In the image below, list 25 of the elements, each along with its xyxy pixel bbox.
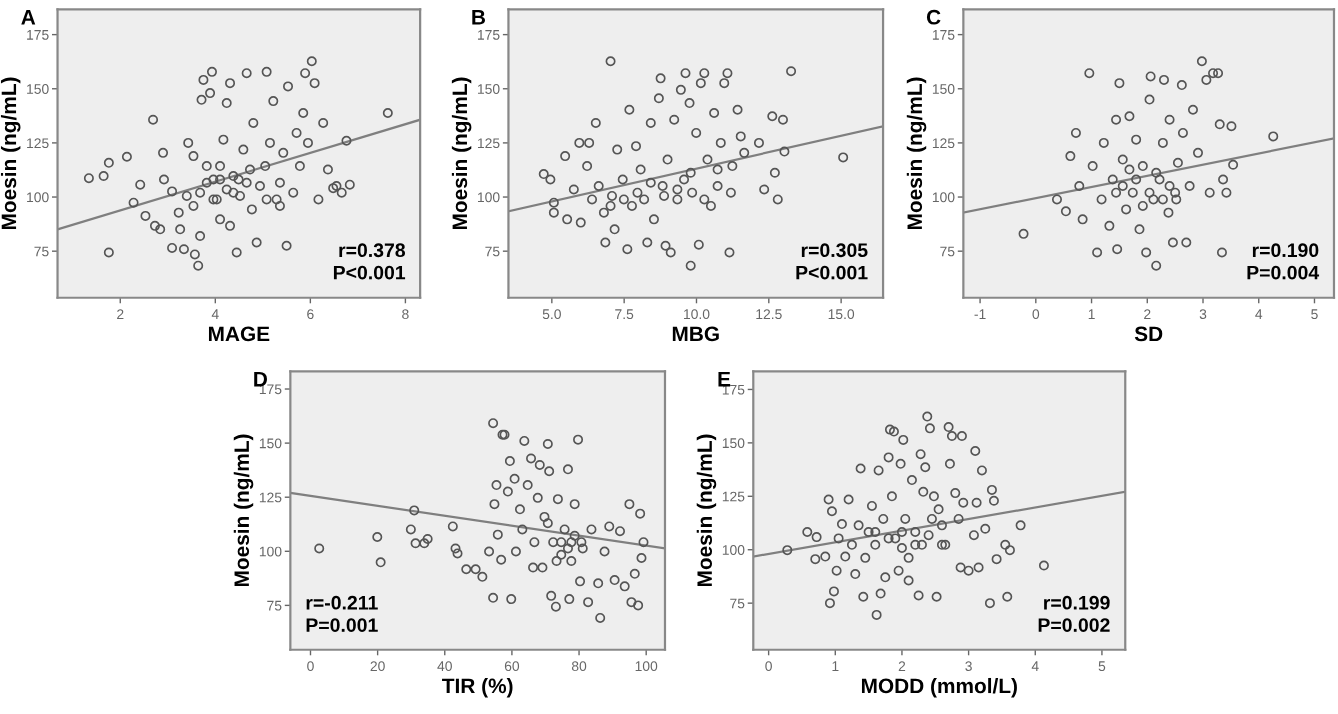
- chart-title: D: [254, 372, 267, 387]
- annotation: r=0.305: [801, 243, 868, 258]
- chart-title: A: [21, 10, 36, 25]
- y-axis-title: Moesin (ng/mL): [233, 434, 254, 587]
- x-axis-title: MODD (mmol/L): [861, 677, 1017, 698]
- annotation: P=0.002: [1038, 618, 1110, 632]
- annotation: P=0.004: [1247, 265, 1320, 280]
- y-axis-title: Moesin (ng/mL): [696, 434, 717, 587]
- chart-title: B: [472, 10, 486, 25]
- chart-title: E: [718, 372, 731, 387]
- annotation: P<0.001: [333, 265, 406, 280]
- y-axis-title: Moesin (ng/mL): [451, 77, 472, 230]
- x-axis-title: MAGE: [208, 326, 270, 342]
- x-axis-title: SD: [1134, 326, 1163, 342]
- x-axis-title: MBG: [672, 326, 719, 342]
- annotation: r=0.378: [339, 243, 406, 258]
- annotation: P<0.001: [796, 265, 868, 280]
- annotation: r=0.199: [1044, 595, 1110, 610]
- y-axis-title: Moesin (ng/mL): [906, 77, 927, 230]
- annotation: P=0.001: [306, 618, 378, 632]
- annotation: r=-0.211: [306, 595, 378, 610]
- x-axis-title: TIR (%): [442, 677, 513, 698]
- y-axis-title: Moesin (ng/mL): [0, 77, 21, 230]
- chart-title: C: [926, 9, 941, 25]
- annotation: r=0.190: [1252, 243, 1319, 258]
